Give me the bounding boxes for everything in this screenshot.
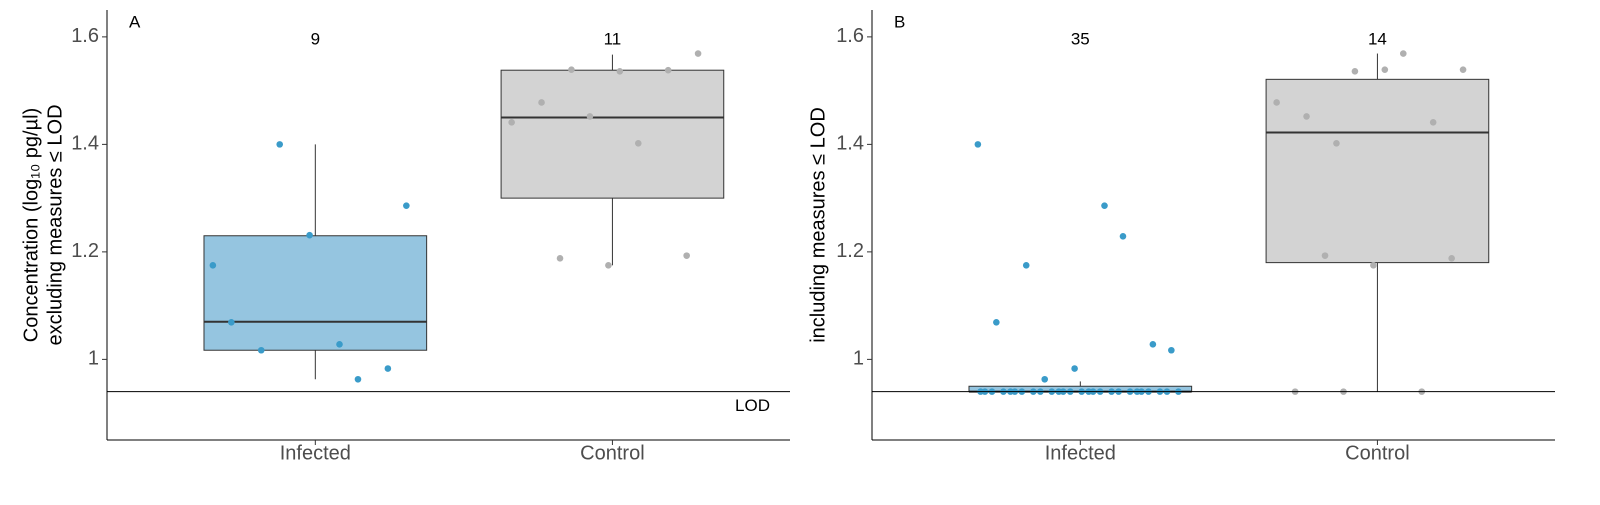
y-axis-label: Concentration (log₁₀ pg/µl) [20, 108, 42, 342]
y-tick-label: 1.4 [836, 133, 864, 155]
point [538, 99, 545, 106]
point [1022, 262, 1030, 269]
point [568, 66, 575, 73]
y-axis-label: including measures ≤ LOD [807, 107, 829, 343]
y-tick-label: 1 [853, 348, 864, 370]
point [209, 262, 217, 269]
point [1168, 346, 1175, 354]
count-label: 9 [311, 29, 320, 48]
x-tick-label: Infected [280, 442, 351, 464]
point [1149, 341, 1157, 348]
point [306, 231, 313, 239]
point [336, 341, 343, 348]
point [1459, 66, 1467, 73]
point [694, 50, 702, 57]
x-tick-label: Control [1345, 442, 1409, 464]
point [1448, 255, 1455, 262]
point [1399, 50, 1407, 57]
panel-label: B [894, 12, 905, 31]
x-tick-label: Infected [1045, 442, 1116, 464]
point [1071, 365, 1078, 372]
point [1119, 232, 1127, 240]
x-tick-label: Control [580, 442, 644, 464]
point [616, 67, 624, 75]
point [1351, 67, 1359, 75]
point [384, 365, 392, 372]
y-tick-label: 1 [88, 348, 99, 370]
box [500, 69, 725, 199]
point [993, 318, 1000, 326]
y-tick-label: 1.6 [836, 25, 864, 47]
point [1429, 119, 1437, 126]
point [508, 119, 515, 126]
panel-label: A [129, 12, 141, 31]
point [276, 141, 284, 148]
point [1041, 375, 1049, 383]
box [203, 235, 428, 351]
lod-label: LOD [735, 396, 770, 415]
point [1101, 202, 1108, 209]
y-tick-label: 1.2 [836, 240, 864, 262]
point [1370, 262, 1377, 269]
y-tick-label: 1.2 [71, 240, 99, 262]
point [1303, 113, 1310, 120]
box [1265, 78, 1490, 264]
count-label: 14 [1368, 29, 1387, 48]
y-axis-label: excluding measures ≤ LOD [44, 104, 66, 345]
point [1333, 140, 1340, 147]
y-tick-label: 1.4 [71, 133, 99, 155]
point [403, 202, 410, 209]
count-label: 11 [604, 29, 622, 48]
point [605, 262, 612, 269]
point [257, 346, 265, 354]
point [974, 141, 982, 148]
point [1381, 66, 1389, 73]
count-label: 35 [1071, 29, 1090, 48]
y-tick-label: 1.6 [71, 25, 99, 47]
point [634, 140, 642, 147]
point [1273, 99, 1280, 106]
point [664, 66, 672, 74]
point [354, 375, 362, 383]
point [556, 255, 564, 262]
point [228, 318, 235, 326]
point [1321, 252, 1329, 259]
point [683, 252, 690, 259]
point [586, 113, 594, 120]
